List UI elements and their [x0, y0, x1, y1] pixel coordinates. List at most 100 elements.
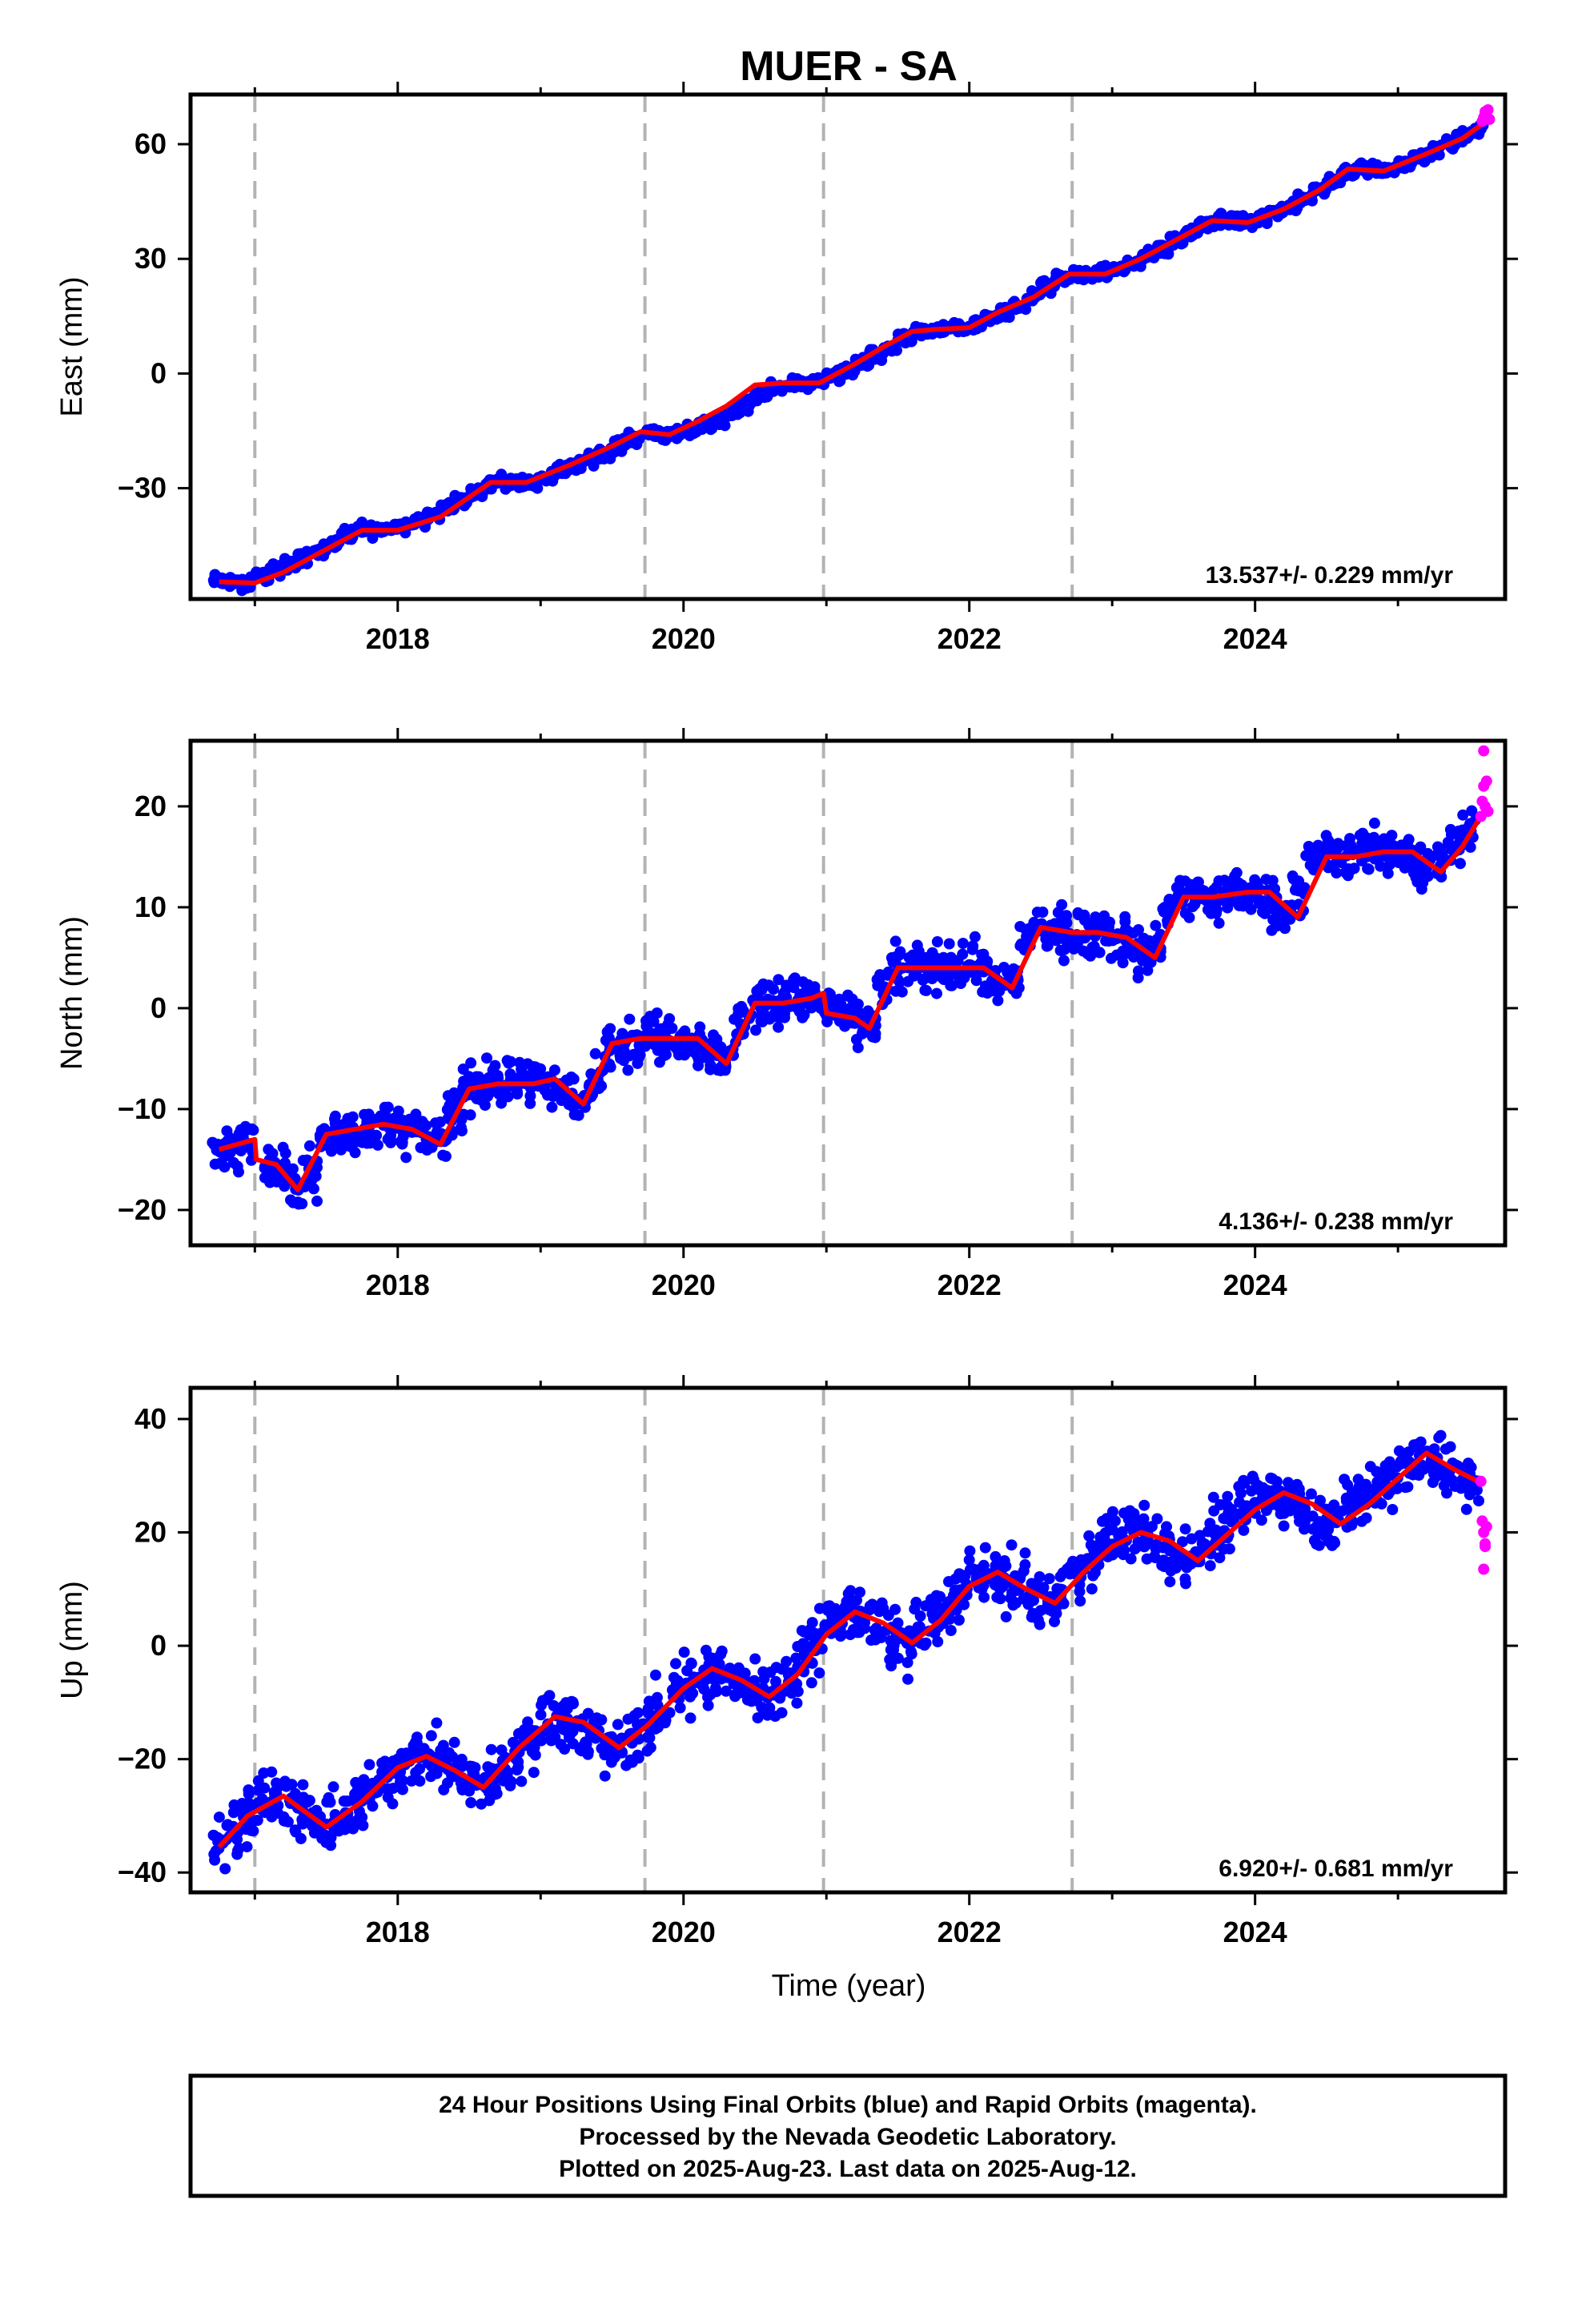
- up-final-orbit-point: [813, 1667, 825, 1679]
- footer-box: 24 Hour Positions Using Final Orbits (bl…: [188, 2073, 1508, 2198]
- north-final-orbit-point: [889, 953, 901, 965]
- up-final-orbit-point: [1223, 1506, 1235, 1518]
- north-final-orbit-point: [303, 1140, 315, 1152]
- up-final-orbit-point: [580, 1738, 592, 1750]
- north-final-orbit-point: [235, 1124, 247, 1136]
- north-final-orbit-point: [1415, 883, 1427, 895]
- up-final-orbit-point: [1247, 1470, 1259, 1482]
- north-final-orbit-point: [1021, 931, 1033, 943]
- north-final-orbit-point: [1094, 947, 1106, 959]
- up-final-orbit-point: [1179, 1523, 1191, 1535]
- up-final-orbit-point: [1222, 1490, 1234, 1502]
- up-final-orbit-point: [873, 1606, 885, 1618]
- up-final-orbit-point: [978, 1559, 990, 1571]
- up-final-orbit-point: [266, 1811, 278, 1823]
- north-x-tick-label: 2022: [938, 1269, 1002, 1301]
- up-final-orbit-point: [599, 1770, 611, 1782]
- north-final-orbit-point: [263, 1144, 275, 1156]
- up-final-orbit-point: [739, 1667, 751, 1679]
- north-final-orbit-point: [371, 1139, 383, 1151]
- north-final-orbit-point: [1189, 899, 1201, 910]
- east-x-tick-label: 2024: [1223, 622, 1287, 655]
- up-final-orbit-point: [241, 1841, 253, 1853]
- up-final-orbit-point: [798, 1626, 810, 1638]
- up-final-orbit-point: [297, 1779, 309, 1791]
- up-final-orbit-point: [266, 1766, 278, 1778]
- north-final-orbit-point: [1343, 863, 1355, 875]
- north-final-orbit-point: [805, 1002, 817, 1014]
- east-x-tick-label: 2018: [366, 622, 430, 655]
- north-final-orbit-point: [658, 1050, 670, 1062]
- up-final-orbit-point: [566, 1695, 577, 1707]
- up-final-orbit-point: [1043, 1573, 1055, 1585]
- north-final-orbit-point: [387, 1112, 400, 1124]
- up-final-orbit-point: [1371, 1481, 1383, 1493]
- north-final-orbit-point: [773, 1021, 785, 1033]
- up-final-orbit-point: [1441, 1487, 1452, 1499]
- up-final-orbit-point: [596, 1714, 608, 1726]
- up-final-orbit-point: [1339, 1474, 1351, 1486]
- north-final-orbit-point: [1122, 926, 1134, 938]
- up-final-orbit-point: [1208, 1505, 1220, 1517]
- up-final-orbit-point: [1346, 1519, 1358, 1531]
- up-final-orbit-point: [853, 1621, 865, 1633]
- up-final-orbit-point: [979, 1542, 991, 1554]
- up-final-orbit-point: [1435, 1429, 1447, 1441]
- chart-title: MUER - SA: [740, 43, 958, 90]
- north-final-orbit-point: [798, 1009, 810, 1021]
- up-final-orbit-point: [1106, 1506, 1118, 1518]
- north-final-orbit-point: [801, 982, 813, 994]
- up-final-orbit-point: [323, 1832, 335, 1844]
- north-final-orbit-point: [1205, 907, 1217, 919]
- up-final-orbit-point: [528, 1767, 540, 1779]
- north-final-orbit-point: [1173, 882, 1185, 894]
- up-final-orbit-point: [1227, 1514, 1239, 1526]
- up-final-orbit-point: [1460, 1503, 1472, 1515]
- north-final-orbit-point: [448, 1087, 460, 1099]
- up-final-orbit-point: [353, 1805, 365, 1817]
- north-y-tick-label: 20: [135, 790, 167, 822]
- up-final-orbit-point: [674, 1702, 686, 1714]
- up-final-orbit-point: [358, 1774, 370, 1786]
- north-panel: 2018 2020 2022 2024 −20 −10 0 10 20 North (mm) 4.1…: [55, 728, 1518, 1301]
- up-final-orbit-point: [649, 1669, 661, 1681]
- up-final-orbit-point: [1010, 1597, 1022, 1609]
- north-final-orbit-point: [715, 1064, 727, 1076]
- north-final-orbit-point: [1372, 838, 1384, 849]
- up-final-orbit-point: [380, 1783, 392, 1795]
- north-final-orbit-point: [1014, 921, 1026, 932]
- up-final-orbit-point: [465, 1797, 477, 1808]
- north-final-orbit-point: [622, 1064, 634, 1076]
- up-final-orbit-point: [702, 1691, 713, 1703]
- up-final-orbit-point: [1328, 1499, 1340, 1511]
- north-y-tick-label: 0: [151, 991, 167, 1024]
- north-final-orbit-point: [1031, 907, 1043, 919]
- up-final-orbit-point: [213, 1811, 225, 1823]
- up-final-orbit-point: [978, 1591, 990, 1603]
- up-final-orbit-point: [425, 1730, 437, 1742]
- up-fit-line: [217, 1450, 1485, 1849]
- up-final-orbit-point: [522, 1716, 534, 1728]
- up-final-orbit-point: [790, 1652, 802, 1664]
- north-final-orbit-point: [1179, 907, 1191, 919]
- up-final-orbit-point: [484, 1795, 496, 1807]
- up-final-orbit-point: [1083, 1530, 1095, 1542]
- north-final-orbit-point: [429, 1117, 441, 1129]
- footer-line-2: Processed by the Nevada Geodetic Laborat…: [579, 2124, 1116, 2150]
- east-rapid-orbit-point: [1484, 114, 1496, 125]
- north-final-orbit-point: [410, 1108, 422, 1120]
- up-final-orbit-point: [1156, 1559, 1168, 1571]
- up-final-orbit-point: [892, 1617, 904, 1629]
- east-y-tick-label: −30: [118, 472, 167, 505]
- north-final-orbit-point: [1008, 963, 1019, 975]
- up-final-orbit-point: [964, 1545, 976, 1557]
- north-rapid-orbit-point: [1482, 806, 1494, 818]
- up-final-orbit-point: [1278, 1507, 1290, 1519]
- up-final-orbit-point: [408, 1739, 420, 1751]
- up-final-orbit-point: [709, 1683, 721, 1695]
- north-final-orbit-point: [662, 1019, 674, 1030]
- up-final-orbit-point: [720, 1685, 732, 1697]
- up-final-orbit-point: [1000, 1610, 1012, 1622]
- north-final-orbit-point: [437, 1149, 449, 1161]
